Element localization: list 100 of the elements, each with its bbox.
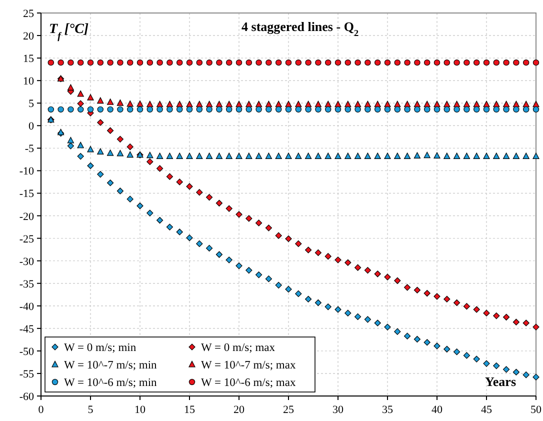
- point: [513, 59, 520, 66]
- point: [265, 276, 272, 282]
- point: [444, 296, 450, 302]
- point: [236, 100, 242, 108]
- point: [463, 352, 470, 359]
- y-tick-label: 0: [28, 120, 34, 133]
- point: [67, 84, 74, 90]
- point: [136, 59, 144, 66]
- point: [473, 306, 480, 313]
- point: [226, 100, 232, 108]
- point: [206, 244, 213, 252]
- point: [404, 100, 411, 108]
- point: [394, 277, 401, 284]
- point: [404, 106, 410, 113]
- point: [67, 142, 74, 150]
- y-tick-label: 5: [28, 98, 34, 110]
- point: [196, 59, 202, 66]
- point: [146, 158, 154, 165]
- y-axis-title: T$_{f}$ [°C]: [49, 22, 89, 42]
- point: [344, 59, 351, 66]
- point: [444, 106, 450, 113]
- point: [384, 152, 391, 159]
- point: [146, 100, 154, 108]
- point: [246, 59, 252, 66]
- point: [384, 324, 391, 330]
- point: [156, 59, 163, 66]
- point: [463, 100, 470, 108]
- point: [512, 318, 520, 326]
- point: [156, 165, 164, 172]
- point: [126, 196, 134, 202]
- point: [295, 100, 302, 108]
- point: [374, 320, 381, 326]
- point: [146, 59, 153, 66]
- point: [246, 266, 252, 274]
- point: [107, 106, 114, 113]
- point: [463, 303, 470, 310]
- text: 4 staggered lines - Q$_{2}$: [242, 19, 359, 38]
- point: [374, 100, 381, 108]
- point: [305, 106, 312, 113]
- point: [404, 152, 411, 159]
- point: [275, 100, 282, 108]
- point: [354, 313, 362, 320]
- point: [454, 348, 460, 356]
- point: [236, 211, 242, 218]
- point: [68, 59, 74, 66]
- point: [136, 202, 144, 210]
- point: [285, 286, 292, 293]
- point: [424, 100, 430, 108]
- x-tick-label: 0: [38, 404, 44, 416]
- y-tick-label: -45: [19, 323, 34, 336]
- point: [483, 310, 490, 316]
- point: [532, 152, 540, 159]
- point: [444, 346, 450, 352]
- point: [166, 59, 173, 66]
- point: [512, 368, 520, 376]
- point: [532, 324, 540, 330]
- point: [305, 296, 312, 302]
- point: [354, 152, 362, 159]
- point: [315, 106, 322, 113]
- point: [58, 59, 64, 66]
- point: [206, 106, 212, 113]
- point: [344, 310, 352, 316]
- point: [344, 106, 351, 113]
- point: [483, 360, 490, 367]
- point: [226, 59, 232, 66]
- point: [176, 228, 183, 236]
- point: [384, 274, 391, 280]
- point: [216, 100, 222, 108]
- point: [354, 59, 361, 66]
- point: [196, 152, 203, 159]
- point: [523, 59, 530, 66]
- point: [344, 259, 352, 266]
- point: [236, 152, 242, 159]
- point: [186, 183, 193, 190]
- point: [107, 127, 114, 134]
- point: [364, 266, 371, 274]
- point: [186, 234, 193, 242]
- point: [493, 59, 500, 66]
- point: [532, 100, 540, 108]
- point: [256, 100, 262, 108]
- y-tick-label: -15: [19, 188, 34, 200]
- point: [315, 59, 322, 66]
- point: [334, 256, 342, 264]
- point: [285, 152, 292, 159]
- point: [394, 59, 400, 66]
- point: [354, 264, 362, 271]
- point: [483, 100, 490, 108]
- point: [156, 100, 164, 108]
- point: [87, 94, 94, 100]
- point: [364, 316, 371, 323]
- point: [146, 106, 153, 113]
- point: [473, 356, 480, 362]
- point: [206, 194, 213, 201]
- point: [216, 200, 222, 206]
- point: [394, 106, 400, 113]
- point: [324, 100, 332, 108]
- point: [454, 106, 460, 113]
- point: [77, 142, 84, 148]
- point: [136, 100, 144, 107]
- point: [334, 100, 342, 108]
